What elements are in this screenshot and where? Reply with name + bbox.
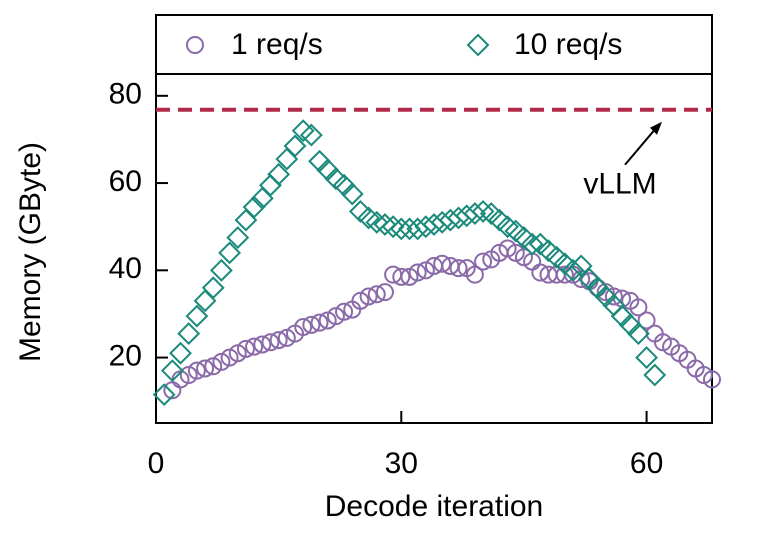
y-tick-label: 60 bbox=[109, 165, 142, 198]
diamond-marker bbox=[635, 346, 659, 369]
circle-marker bbox=[236, 339, 255, 358]
diamond-marker bbox=[283, 134, 307, 158]
y-axis-label: Memory (GByte) bbox=[14, 142, 47, 362]
legend-label: 1 req/s bbox=[231, 28, 323, 61]
diamond-marker bbox=[365, 210, 389, 234]
x-tick-label: 0 bbox=[148, 447, 165, 480]
circle-marker bbox=[269, 331, 288, 350]
circle-marker bbox=[294, 318, 313, 337]
arrow-head bbox=[650, 121, 662, 135]
circle-marker bbox=[310, 313, 329, 332]
diamond-marker bbox=[643, 363, 667, 387]
circle-marker bbox=[196, 359, 215, 378]
diamond-marker bbox=[520, 232, 544, 256]
circle-marker bbox=[604, 287, 623, 306]
circle-marker bbox=[375, 283, 394, 302]
y-tick-label: 80 bbox=[109, 78, 142, 111]
circle-marker bbox=[629, 298, 648, 317]
diamond-marker bbox=[242, 195, 266, 219]
diamond-marker bbox=[160, 359, 184, 383]
diamond-marker bbox=[234, 208, 258, 232]
y-tick-label: 40 bbox=[109, 252, 142, 285]
diamond-marker bbox=[201, 276, 225, 300]
circle-marker bbox=[335, 302, 354, 321]
circle-marker bbox=[302, 315, 321, 334]
diamond-marker bbox=[389, 217, 413, 241]
circle-marker bbox=[359, 287, 378, 306]
x-axis-label: Decode iteration bbox=[325, 490, 543, 523]
circle-marker bbox=[186, 36, 204, 54]
diamond-marker bbox=[267, 162, 291, 186]
x-tick-label: 30 bbox=[385, 447, 418, 480]
diamond-marker bbox=[466, 33, 490, 57]
diamond-marker bbox=[299, 123, 323, 147]
diamond-marker bbox=[373, 213, 397, 236]
circle-marker bbox=[637, 311, 656, 330]
diamond-marker bbox=[340, 182, 364, 206]
circle-marker bbox=[245, 337, 264, 356]
annotation: vLLM bbox=[583, 168, 656, 201]
diamond-marker bbox=[209, 258, 233, 282]
x-tick-label: 60 bbox=[630, 447, 663, 480]
circle-marker bbox=[392, 267, 411, 286]
diamond-marker bbox=[259, 173, 282, 197]
legend-label: 10 req/s bbox=[514, 28, 622, 61]
circle-marker bbox=[474, 252, 493, 271]
diamond-marker bbox=[226, 226, 250, 250]
diamond-marker bbox=[381, 215, 405, 239]
circle-marker bbox=[433, 254, 452, 273]
circle-marker bbox=[449, 259, 468, 278]
diamond-marker bbox=[463, 202, 487, 226]
diamond-marker bbox=[626, 322, 650, 345]
diamond-marker bbox=[561, 258, 585, 282]
diamond-marker bbox=[471, 200, 495, 223]
circle-marker bbox=[253, 335, 272, 354]
plot-frame bbox=[155, 73, 713, 424]
annotation-arrow bbox=[624, 125, 659, 166]
circle-marker bbox=[187, 361, 206, 380]
diamond-marker bbox=[169, 341, 192, 365]
circle-marker bbox=[408, 263, 427, 282]
circle-marker bbox=[261, 333, 280, 352]
diamond-marker bbox=[398, 217, 421, 241]
circle-marker bbox=[555, 265, 574, 284]
diamond-marker bbox=[177, 322, 201, 345]
circle-marker bbox=[703, 370, 721, 389]
y-tick-label: 20 bbox=[109, 339, 142, 372]
circle-marker bbox=[367, 285, 386, 304]
diamond-marker bbox=[185, 304, 209, 328]
circle-marker bbox=[465, 265, 484, 284]
diamond-marker bbox=[218, 241, 242, 265]
diamond-marker bbox=[152, 383, 176, 407]
